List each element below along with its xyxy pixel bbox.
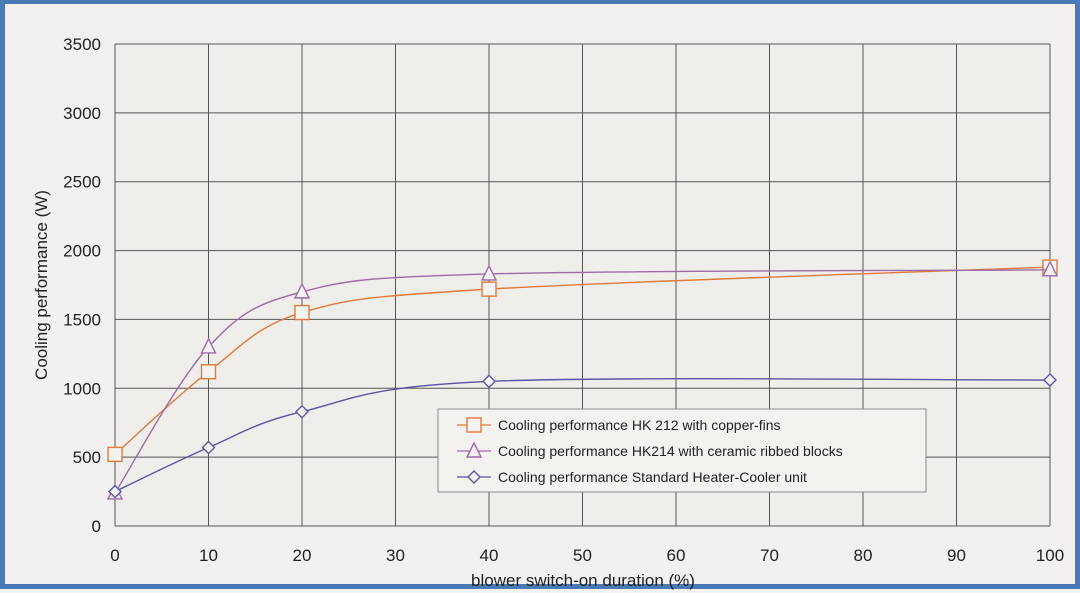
square-marker [200,364,217,380]
x-tick-label: 80 [854,546,873,565]
triangle-marker [293,282,311,299]
legend-label: Cooling performance HK214 with ceramic r… [498,443,843,459]
legend: Cooling performance HK 212 with copper-f… [437,408,927,493]
legend-item: Cooling performance Standard Heater-Cool… [457,469,807,485]
y-tick-label: 1000 [63,379,101,398]
square-marker [481,281,497,297]
square-marker [294,304,310,321]
y-tick-label: 3500 [63,35,101,54]
y-tick-label: 2000 [63,242,101,261]
legend-box [437,408,927,493]
diamond-marker [295,404,309,419]
legend-label: Cooling performance HK 212 with copper-f… [498,417,780,433]
x-tick-label: 0 [110,546,119,565]
diamond-marker [108,484,122,499]
y-tick-label: 1500 [63,310,101,329]
x-tick-label: 70 [760,546,779,565]
x-tick-label: 50 [573,546,592,565]
diamond-marker [201,440,216,455]
x-tick-label: 90 [947,546,966,565]
y-tick-labels: 0 500 1000 1500 2000 2500 3000 3500 [63,35,101,536]
y-tick-label: 0 [92,517,101,536]
legend-square-icon [466,417,482,433]
x-tick-labels: 0 10 20 30 40 50 60 70 80 90 100 [110,546,1064,565]
legend-triangle-icon [465,441,483,458]
y-axis-title: Cooling performance (W) [32,190,51,380]
triangle-marker [200,337,217,354]
series-line [114,378,1051,493]
series-group [106,259,1059,500]
series-3 [108,373,1057,499]
triangle-marker [1041,260,1059,277]
legend-item: Cooling performance HK 212 with copper-f… [457,417,780,433]
diamond-marker [482,374,496,389]
x-tick-label: 40 [480,546,499,565]
x-tick-label: 100 [1036,546,1064,565]
x-tick-label: 30 [386,546,405,565]
y-tick-label: 2500 [63,173,101,192]
x-tick-label: 10 [199,546,218,565]
legend-diamond-icon [467,470,481,484]
legend-label: Cooling performance Standard Heater-Cool… [498,469,807,485]
x-axis-title: blower switch-on duration (%) [471,571,695,590]
chart: 0 500 1000 1500 2000 2500 3000 3500 0 10 20 30 40 50… [32,35,1064,590]
x-tick-label: 20 [293,546,312,565]
y-tick-label: 500 [73,448,101,467]
diamond-marker [1043,373,1057,388]
y-tick-label: 3000 [63,104,101,123]
series-line [114,266,1051,455]
legend-item: Cooling performance HK214 with ceramic r… [457,441,843,459]
square-marker [107,446,123,463]
series-line [114,269,1051,494]
x-tick-label: 60 [667,546,686,565]
triangle-marker [480,264,498,281]
